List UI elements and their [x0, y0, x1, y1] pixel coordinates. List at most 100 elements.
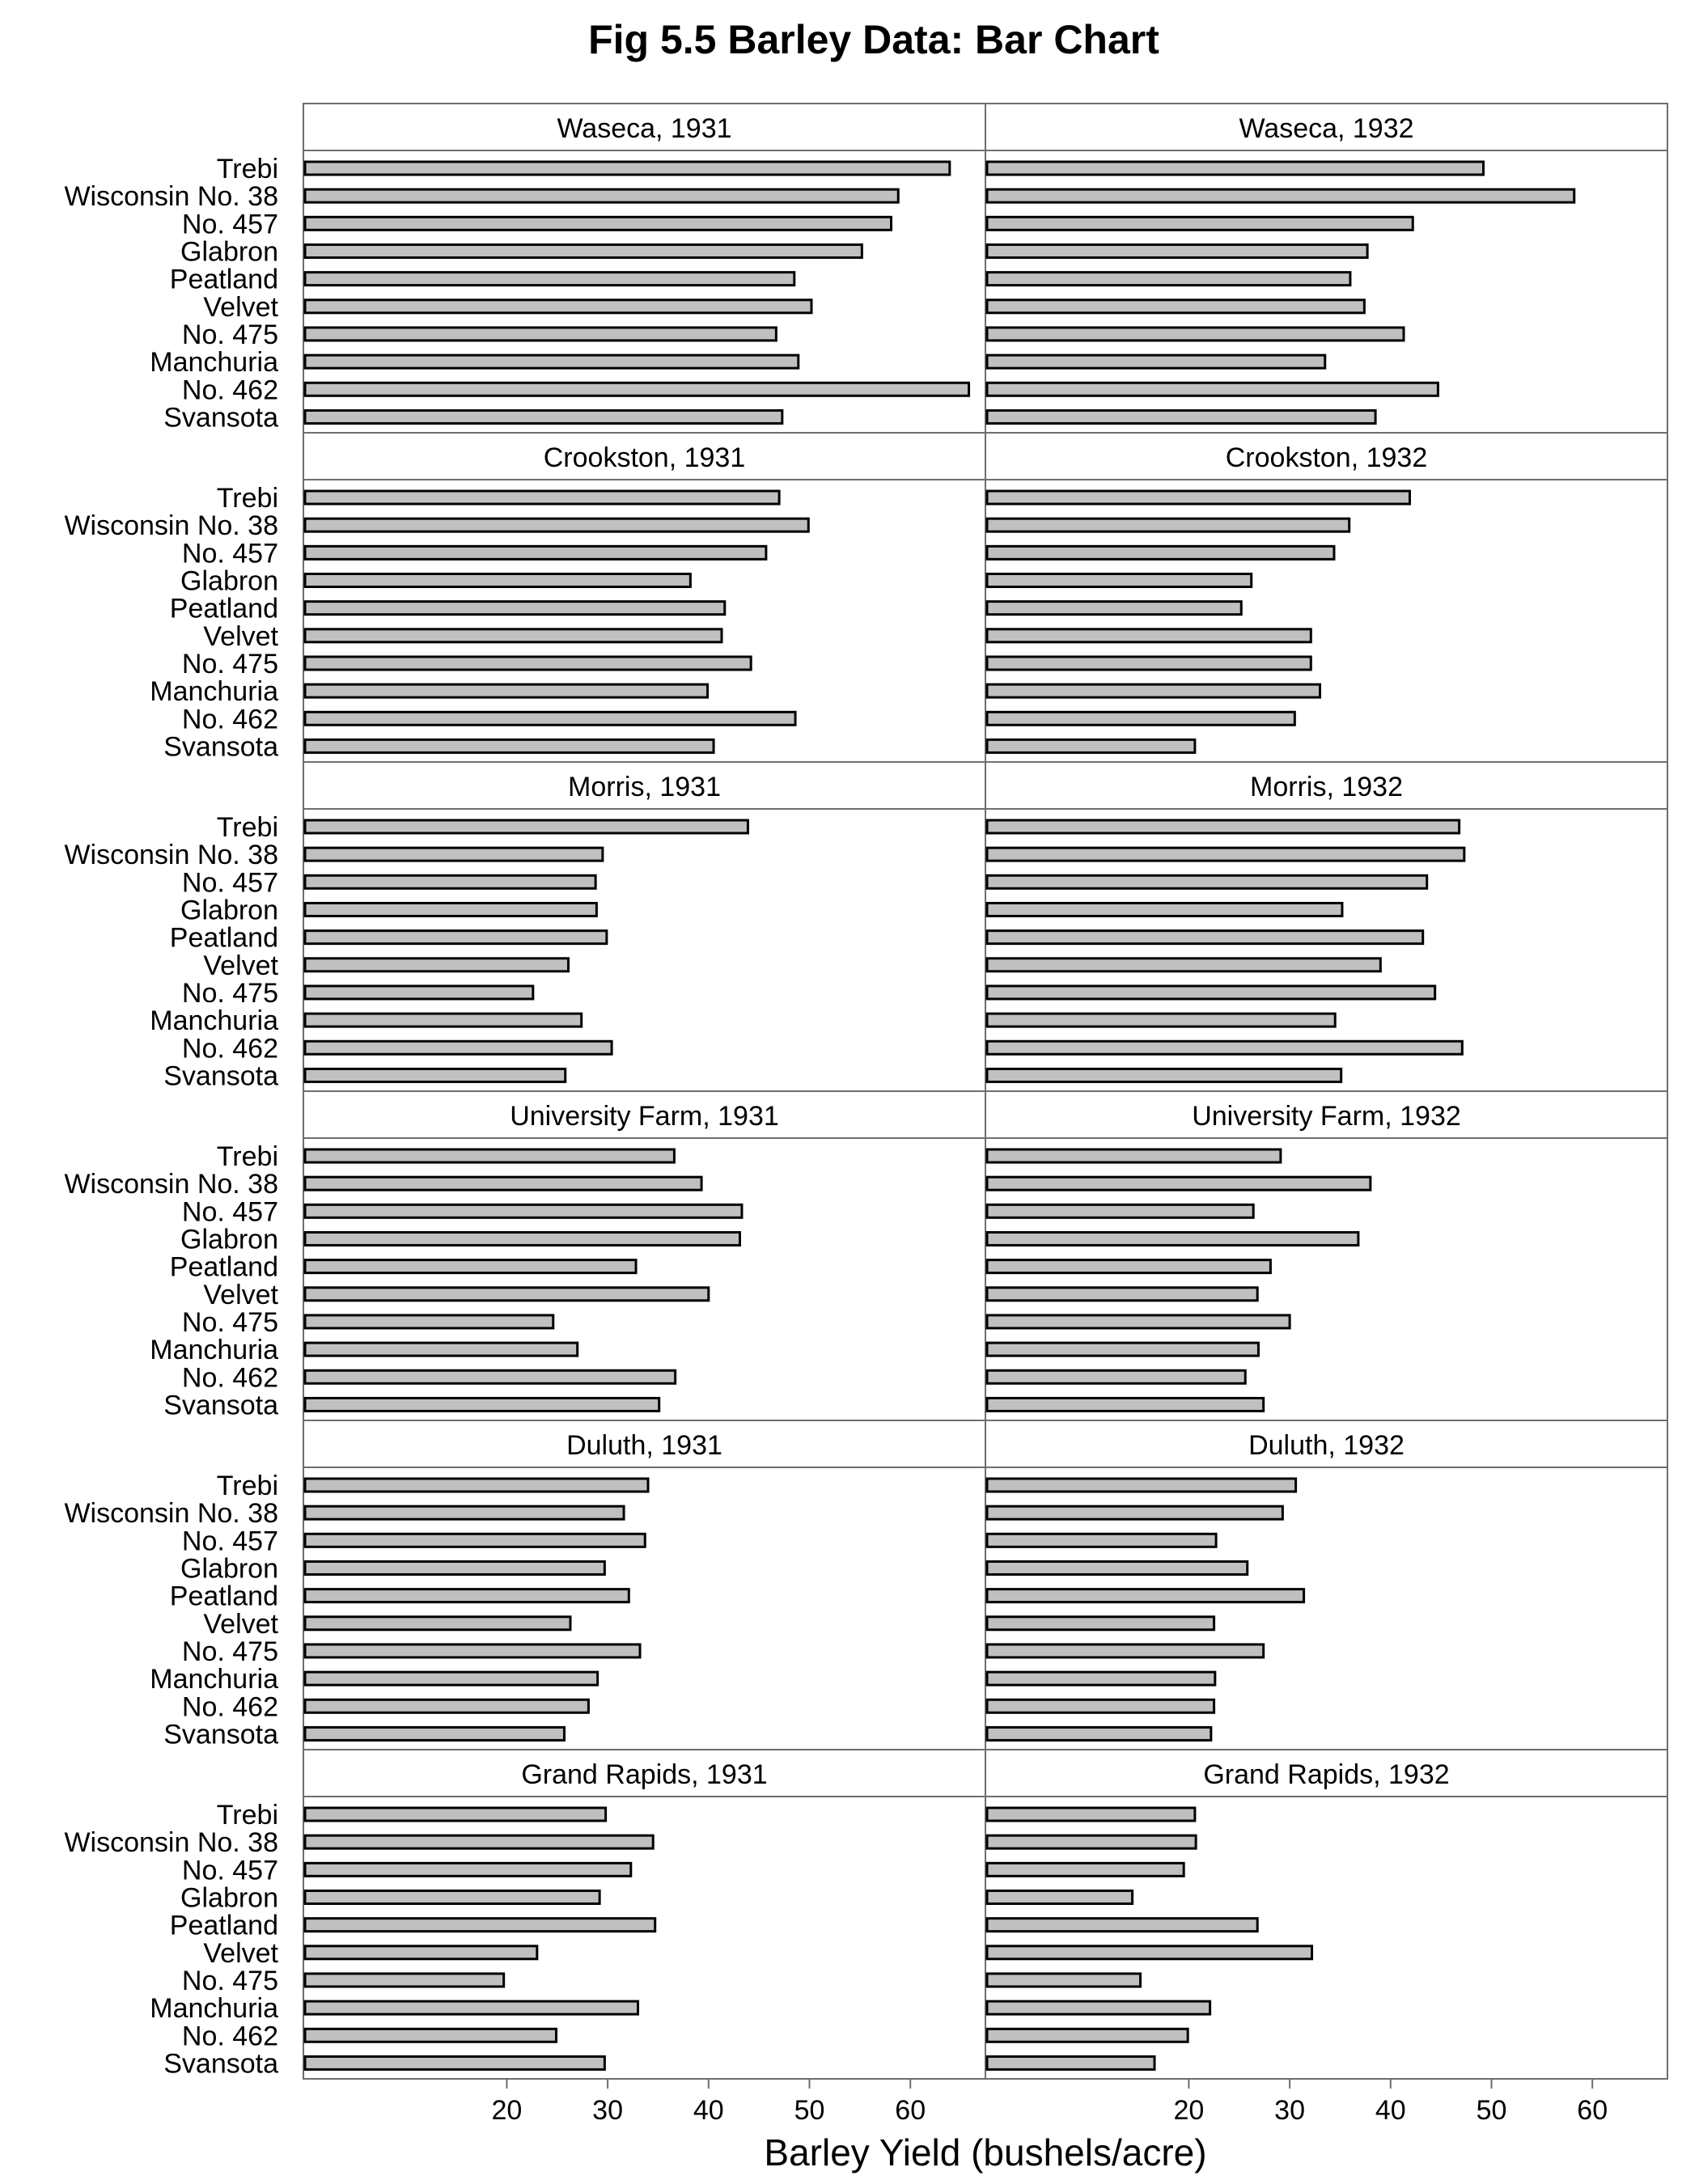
x-tick-label: 20: [491, 2095, 522, 2126]
bar-glabron: [303, 572, 692, 588]
bar-velvet: [985, 1615, 1216, 1632]
category-label: Glabron: [180, 565, 278, 596]
bar-no-462: [303, 1369, 677, 1385]
category-label: No. 457: [182, 1855, 278, 1886]
bar-peatland: [985, 1588, 1306, 1604]
bar-svansota: [303, 1396, 661, 1412]
panel-strip: [985, 1420, 1668, 1468]
bar-no-462: [985, 710, 1296, 726]
category-label: Svansota: [163, 1719, 278, 1750]
bar-glabron: [303, 901, 598, 917]
bar-trebi: [985, 160, 1485, 176]
bar-no-462: [985, 1369, 1247, 1385]
bar-no-462: [985, 381, 1439, 397]
bar-no-462: [985, 1698, 1216, 1714]
bar-trebi: [985, 1806, 1197, 1822]
x-tick-label: 30: [1274, 2095, 1305, 2126]
category-label: Peatland: [170, 1252, 278, 1283]
bar-no-475: [985, 1314, 1291, 1330]
bar-peatland: [303, 271, 796, 287]
bar-manchuria: [985, 1341, 1260, 1357]
bar-velvet: [985, 628, 1312, 644]
bar-manchuria: [303, 1012, 583, 1028]
bar-no-457: [985, 1532, 1218, 1548]
bar-svansota: [303, 2055, 606, 2071]
x-tick-label: 30: [592, 2095, 623, 2126]
bar-glabron: [985, 1560, 1249, 1576]
bar-manchuria: [985, 683, 1322, 699]
bar-glabron: [303, 1560, 606, 1576]
bar-no-475: [985, 326, 1405, 342]
bar-glabron: [985, 901, 1344, 917]
bar-no-475: [303, 655, 752, 671]
category-label: Svansota: [163, 731, 278, 762]
category-label: Peatland: [170, 265, 278, 295]
bar-no-457: [303, 215, 893, 231]
panel-strip: [303, 1420, 986, 1468]
category-label: No. 475: [182, 649, 278, 679]
category-label: Glabron: [180, 1553, 278, 1584]
bar-no-462: [303, 2027, 558, 2043]
category-label: Wisconsin No. 38: [64, 1498, 278, 1529]
category-label: Peatland: [170, 1581, 278, 1612]
panel-strip: [985, 103, 1668, 151]
bar-glabron: [985, 243, 1369, 259]
panel-strip: [303, 1749, 986, 1797]
bar-velvet: [303, 1615, 572, 1632]
bar-velvet: [985, 1286, 1259, 1302]
category-label: Peatland: [170, 1911, 278, 1941]
bar-svansota: [985, 1725, 1213, 1742]
bar-no-457: [985, 1861, 1185, 1877]
x-tick-label: 40: [693, 2095, 724, 2126]
panel-strip-label: Duluth, 1931: [566, 1430, 722, 1461]
category-label: Trebi: [217, 1471, 278, 1501]
bar-velvet: [303, 1945, 539, 1961]
panel-strip-label: Waseca, 1931: [557, 113, 731, 144]
category-label: No. 457: [182, 1526, 278, 1556]
bar-trebi: [303, 489, 781, 506]
bar-manchuria: [985, 353, 1327, 370]
x-axis-1932: 20 30 40 50 60: [1173, 2079, 1608, 2126]
bar-peatland: [985, 1259, 1272, 1275]
bar-no-475: [985, 655, 1312, 671]
category-label: Glabron: [180, 236, 278, 267]
bar-trebi: [985, 1477, 1298, 1493]
bar-manchuria: [985, 1012, 1337, 1028]
bar-no-457: [985, 544, 1336, 561]
category-label: Velvet: [203, 1609, 278, 1640]
bar-wisconsin-no-38: [985, 517, 1351, 533]
bar-peatland: [985, 929, 1425, 946]
bar-wisconsin-no-38: [303, 188, 900, 204]
panel-grand-rapids-1932: Grand Rapids, 1932: [985, 1749, 1668, 2080]
panel-morris-1932: Morris, 1932: [985, 761, 1668, 1092]
bar-glabron: [985, 1889, 1134, 1905]
category-label: No. 462: [182, 704, 278, 734]
category-label: Trebi: [217, 1141, 278, 1172]
category-label: Manchuria: [150, 676, 278, 707]
panel-strip-label: Crookston, 1932: [1226, 442, 1428, 473]
bar-no-462: [985, 2027, 1189, 2043]
bar-no-475: [303, 1972, 506, 1988]
x-tick-label: 20: [1173, 2095, 1204, 2126]
bar-wisconsin-no-38: [303, 1505, 625, 1521]
category-label: No. 457: [182, 1196, 278, 1227]
bar-velvet: [303, 1286, 710, 1302]
category-label: Wisconsin No. 38: [64, 510, 278, 541]
panel-strip-label: Grand Rapids, 1931: [521, 1759, 767, 1790]
panel-strip-label: Duluth, 1932: [1248, 1430, 1405, 1461]
bar-wisconsin-no-38: [985, 1505, 1284, 1521]
category-label: Glabron: [180, 1224, 278, 1255]
panel-strip-label: Grand Rapids, 1932: [1203, 1759, 1449, 1790]
x-axes: 20 30 40 50 60 20 30 40 50 60: [491, 2079, 1608, 2126]
bar-no-457: [303, 874, 597, 890]
bar-peatland: [303, 1259, 638, 1275]
bar-no-457: [303, 1861, 633, 1877]
panel-strip-label: University Farm, 1931: [510, 1101, 779, 1132]
bar-trebi: [303, 160, 951, 176]
bar-peatland: [303, 1917, 657, 1933]
bar-svansota: [303, 738, 715, 754]
category-label: Svansota: [163, 1390, 278, 1420]
